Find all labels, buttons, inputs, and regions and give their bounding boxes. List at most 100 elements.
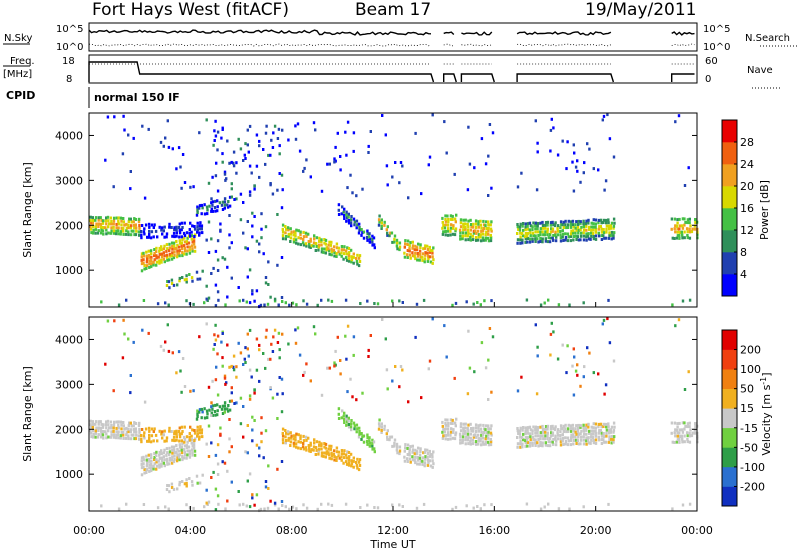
power-cell-272 bbox=[163, 225, 166, 229]
power-cell-866 bbox=[544, 221, 548, 224]
power-cell-1001 bbox=[597, 231, 600, 235]
power-cell-985 bbox=[590, 221, 593, 225]
velocity-cell-689 bbox=[453, 437, 457, 441]
power-cell-1056 bbox=[676, 227, 679, 231]
velocity-cell-659 bbox=[442, 434, 445, 438]
power-cell-1265 bbox=[269, 295, 272, 299]
power-cell-791 bbox=[519, 241, 522, 245]
power-cell-284 bbox=[175, 231, 178, 235]
velocity-cell-1316 bbox=[488, 327, 492, 330]
velocity-data bbox=[89, 317, 699, 513]
velocity-cell-259 bbox=[150, 434, 154, 438]
velocity-cell-240 bbox=[192, 446, 196, 450]
power-cell-1127 bbox=[302, 299, 305, 303]
power-cell-356 bbox=[227, 200, 230, 203]
power-cell-1177 bbox=[214, 283, 218, 287]
power-cell-907 bbox=[561, 232, 565, 236]
power-cell-123 bbox=[142, 254, 146, 258]
velocity-cell-1043 bbox=[613, 425, 616, 429]
velocity-cell-682 bbox=[449, 421, 453, 425]
velocity-cell-669 bbox=[444, 422, 447, 425]
velocity-cell-1276 bbox=[280, 500, 284, 503]
power-cell-1087 bbox=[688, 221, 691, 225]
velocity-cell-1378 bbox=[346, 324, 350, 328]
velocity-cell-450 bbox=[320, 442, 323, 446]
power-cell-233 bbox=[191, 247, 194, 251]
power-cell-445 bbox=[318, 236, 321, 240]
power-cell-366 bbox=[176, 283, 179, 287]
velocity-cell-1326 bbox=[466, 392, 470, 396]
power-cell-225 bbox=[185, 240, 189, 244]
velocity-cell-257 bbox=[147, 426, 151, 430]
velocity-cell-730 bbox=[471, 442, 475, 446]
power-cell-759 bbox=[481, 232, 485, 236]
power-cell-1163 bbox=[205, 238, 208, 242]
velocity-cell-760 bbox=[481, 433, 485, 437]
velocity-cell-136 bbox=[147, 453, 150, 457]
velocity-cell-77 bbox=[122, 430, 125, 434]
power-cell-812 bbox=[526, 240, 529, 244]
power-cell-588 bbox=[396, 241, 399, 245]
power-cell-1292 bbox=[143, 196, 147, 200]
velocity-cell-1017 bbox=[602, 425, 605, 428]
velocity-cell-1266 bbox=[271, 350, 275, 353]
power-cell-921 bbox=[566, 226, 570, 229]
power-cell-633 bbox=[421, 252, 424, 256]
power-cell-509 bbox=[356, 253, 359, 257]
velocity-cell-850 bbox=[539, 434, 542, 438]
power-colorbar-tick-label-1: 24 bbox=[740, 158, 754, 171]
power-cell-1151 bbox=[525, 298, 529, 302]
velocity-cell-275 bbox=[168, 429, 171, 433]
velocity-cell-778 bbox=[489, 443, 493, 447]
power-cell-514 bbox=[337, 213, 341, 216]
velocity-cell-163 bbox=[160, 459, 164, 463]
power-cell-251 bbox=[146, 235, 149, 239]
power-cell-1217 bbox=[239, 147, 243, 151]
velocity-cell-648 bbox=[428, 459, 432, 463]
velocity-cell-1306 bbox=[536, 354, 539, 358]
power-cell-550 bbox=[366, 238, 369, 242]
power-cell-458 bbox=[324, 242, 328, 246]
power-cell-1259 bbox=[264, 281, 268, 285]
power-cell-487 bbox=[342, 248, 345, 252]
power-cell-227 bbox=[188, 251, 192, 255]
power-cell-789 bbox=[516, 225, 519, 229]
velocity-cell-200 bbox=[175, 450, 178, 454]
velocity-cell-286 bbox=[175, 429, 178, 433]
power-cell-1243 bbox=[253, 184, 256, 188]
power-cell-881 bbox=[552, 238, 555, 242]
power-cell-160 bbox=[158, 246, 161, 250]
velocity-cell-391 bbox=[287, 438, 290, 442]
power-cell-798 bbox=[521, 241, 524, 245]
velocity-cell-698 bbox=[458, 432, 462, 436]
power-colorbar-tick-label-3: 16 bbox=[740, 202, 754, 215]
power-cell-1416 bbox=[345, 153, 348, 157]
velocity-cell-821 bbox=[529, 438, 532, 442]
velocity-cell-526 bbox=[345, 414, 348, 418]
velocity-cell-309 bbox=[196, 434, 199, 438]
velocity-cell-26 bbox=[100, 429, 103, 433]
velocity-cell-367 bbox=[178, 483, 181, 487]
power-cell-1394 bbox=[265, 124, 268, 128]
power-cell-27 bbox=[99, 222, 102, 226]
power-cell-177 bbox=[166, 247, 169, 251]
velocity-cell-619 bbox=[416, 462, 419, 466]
power-cell-472 bbox=[332, 248, 336, 252]
noise-tick-low-right: 10^0 bbox=[703, 42, 730, 53]
velocity-cell-485 bbox=[342, 461, 345, 465]
velocity-cell-280 bbox=[172, 435, 176, 439]
velocity-cell-329 bbox=[200, 407, 203, 411]
velocity-cell-727 bbox=[470, 429, 473, 433]
power-cell-827 bbox=[531, 237, 534, 241]
power-cell-795 bbox=[518, 228, 522, 232]
power-cell-928 bbox=[569, 225, 573, 229]
power-cell-911 bbox=[562, 220, 565, 224]
velocity-cell-1192 bbox=[221, 460, 224, 464]
power-cell-105 bbox=[135, 226, 138, 230]
power-cell-1162 bbox=[205, 118, 208, 122]
velocity-cell-401 bbox=[292, 441, 296, 445]
velocity-cell-973 bbox=[587, 441, 591, 445]
power-cell-603 bbox=[409, 256, 412, 260]
power-cell-728 bbox=[469, 223, 473, 226]
